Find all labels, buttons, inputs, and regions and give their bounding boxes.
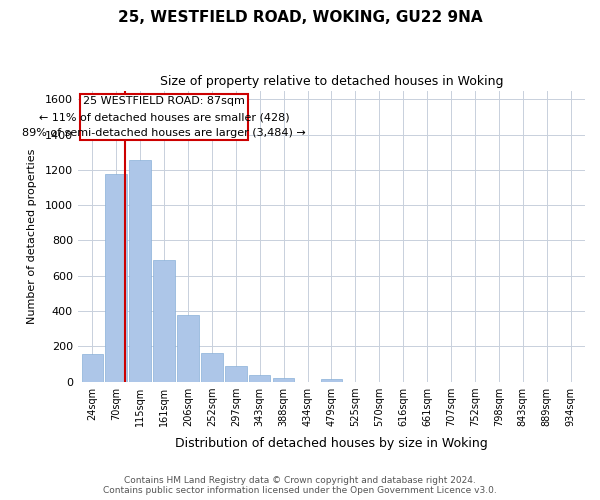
Bar xyxy=(177,316,199,382)
Bar xyxy=(249,375,271,382)
Bar xyxy=(82,354,103,382)
Bar xyxy=(201,354,223,382)
Bar xyxy=(106,174,127,382)
Text: 25 WESTFIELD ROAD: 87sqm
← 11% of detached houses are smaller (428)
89% of semi-: 25 WESTFIELD ROAD: 87sqm ← 11% of detach… xyxy=(22,96,306,138)
FancyBboxPatch shape xyxy=(80,94,248,140)
Bar xyxy=(273,378,295,382)
Bar xyxy=(320,380,342,382)
Y-axis label: Number of detached properties: Number of detached properties xyxy=(26,148,37,324)
X-axis label: Distribution of detached houses by size in Woking: Distribution of detached houses by size … xyxy=(175,437,488,450)
Bar xyxy=(225,366,247,382)
Text: Contains HM Land Registry data © Crown copyright and database right 2024.
Contai: Contains HM Land Registry data © Crown c… xyxy=(103,476,497,495)
Bar xyxy=(130,160,151,382)
Title: Size of property relative to detached houses in Woking: Size of property relative to detached ho… xyxy=(160,75,503,88)
Text: 25, WESTFIELD ROAD, WOKING, GU22 9NA: 25, WESTFIELD ROAD, WOKING, GU22 9NA xyxy=(118,10,482,25)
Bar xyxy=(153,260,175,382)
